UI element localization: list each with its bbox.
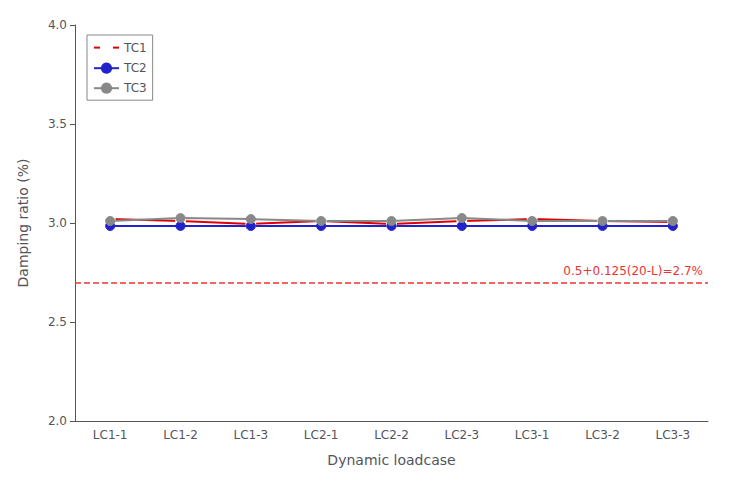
svg-text:4.0: 4.0 [48, 18, 67, 32]
svg-text:LC2-2: LC2-2 [374, 428, 409, 442]
svg-text:LC1-2: LC1-2 [163, 428, 198, 442]
svg-text:3.0: 3.0 [48, 216, 67, 230]
svg-text:Dynamic loadcase: Dynamic loadcase [327, 452, 455, 468]
svg-text:0.5+0.125(20-L)=2.7%: 0.5+0.125(20-L)=2.7% [563, 264, 703, 278]
svg-text:2.0: 2.0 [48, 414, 67, 428]
svg-text:LC3-3: LC3-3 [655, 428, 690, 442]
svg-text:LC3-1: LC3-1 [515, 428, 550, 442]
svg-text:LC2-3: LC2-3 [444, 428, 479, 442]
svg-text:TC2: TC2 [123, 61, 147, 75]
svg-text:LC1-1: LC1-1 [93, 428, 128, 442]
svg-text:LC1-3: LC1-3 [233, 428, 268, 442]
svg-text:TC3: TC3 [123, 81, 147, 95]
svg-text:LC2-1: LC2-1 [304, 428, 339, 442]
svg-text:2.5: 2.5 [48, 315, 67, 329]
svg-text:3.5: 3.5 [48, 117, 67, 131]
svg-text:LC3-2: LC3-2 [585, 428, 620, 442]
svg-text:Damping ratio (%): Damping ratio (%) [15, 159, 31, 288]
svg-text:TC1: TC1 [123, 41, 147, 55]
